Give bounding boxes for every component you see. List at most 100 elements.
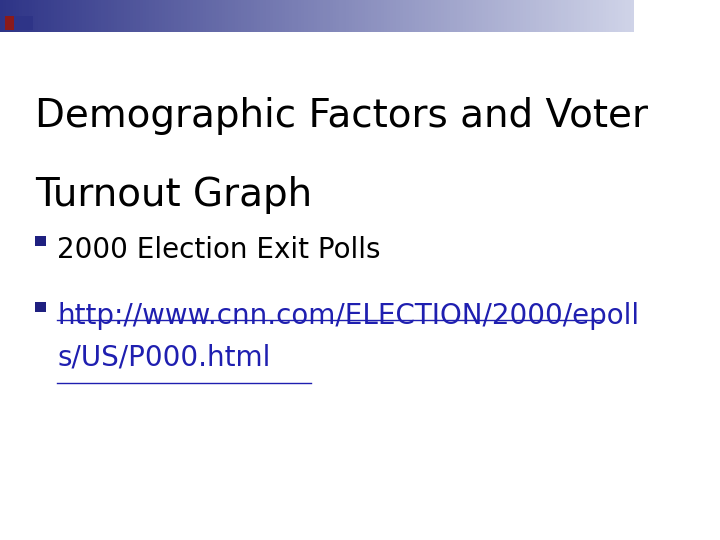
Bar bbox=[320, 0, 324, 32]
Bar bbox=[467, 0, 470, 32]
Bar bbox=[520, 0, 524, 32]
Bar bbox=[76, 0, 80, 32]
Bar bbox=[339, 0, 343, 32]
Bar bbox=[29, 0, 32, 32]
Bar bbox=[57, 0, 61, 32]
Bar bbox=[48, 0, 51, 32]
Bar bbox=[305, 0, 308, 32]
Bar bbox=[564, 0, 568, 32]
Bar bbox=[434, 0, 438, 32]
Bar bbox=[19, 0, 23, 32]
Bar bbox=[479, 0, 482, 32]
Bar bbox=[631, 0, 635, 32]
Bar bbox=[14, 16, 33, 30]
Bar bbox=[279, 0, 283, 32]
Bar bbox=[530, 0, 534, 32]
Bar bbox=[79, 0, 83, 32]
Bar bbox=[346, 0, 349, 32]
Bar bbox=[542, 0, 546, 32]
Bar bbox=[371, 0, 375, 32]
Bar bbox=[460, 0, 464, 32]
Bar bbox=[451, 0, 454, 32]
Bar bbox=[374, 0, 378, 32]
Bar bbox=[273, 0, 276, 32]
Bar bbox=[600, 0, 603, 32]
Bar bbox=[104, 0, 109, 32]
Bar bbox=[539, 0, 543, 32]
Bar bbox=[225, 0, 229, 32]
Bar bbox=[86, 0, 89, 32]
Bar bbox=[523, 0, 527, 32]
Bar bbox=[536, 0, 540, 32]
Bar bbox=[38, 0, 42, 32]
Bar bbox=[127, 0, 130, 32]
Bar bbox=[190, 0, 194, 32]
Bar bbox=[178, 0, 181, 32]
Bar bbox=[384, 0, 387, 32]
Bar bbox=[327, 0, 330, 32]
Bar bbox=[22, 0, 26, 32]
Bar bbox=[454, 0, 457, 32]
Bar bbox=[0, 0, 4, 32]
Bar bbox=[168, 0, 172, 32]
Bar bbox=[174, 0, 179, 32]
Bar bbox=[130, 0, 134, 32]
Bar bbox=[311, 0, 315, 32]
Bar bbox=[612, 0, 616, 32]
Bar bbox=[3, 0, 7, 32]
Bar bbox=[187, 0, 191, 32]
Bar bbox=[6, 0, 10, 32]
Bar bbox=[390, 0, 394, 32]
Bar bbox=[555, 0, 559, 32]
Bar bbox=[235, 0, 238, 32]
Bar bbox=[184, 0, 188, 32]
Bar bbox=[387, 0, 391, 32]
Bar bbox=[140, 0, 143, 32]
Bar bbox=[120, 0, 125, 32]
Bar bbox=[580, 0, 584, 32]
Bar bbox=[406, 0, 410, 32]
Bar bbox=[422, 0, 426, 32]
Bar bbox=[210, 0, 213, 32]
Bar bbox=[402, 0, 407, 32]
Bar bbox=[447, 0, 451, 32]
Bar bbox=[492, 0, 495, 32]
Bar bbox=[377, 0, 381, 32]
Bar bbox=[238, 0, 242, 32]
Bar bbox=[292, 0, 296, 32]
Bar bbox=[463, 0, 467, 32]
Bar bbox=[264, 0, 267, 32]
Bar bbox=[567, 0, 572, 32]
Bar bbox=[361, 0, 365, 32]
Bar bbox=[70, 0, 73, 32]
Text: 2000 Election Exit Polls: 2000 Election Exit Polls bbox=[57, 236, 381, 264]
Bar bbox=[393, 0, 397, 32]
Bar bbox=[108, 0, 112, 32]
Bar bbox=[587, 0, 590, 32]
Bar bbox=[618, 0, 622, 32]
Bar bbox=[508, 0, 511, 32]
Bar bbox=[498, 0, 502, 32]
Bar bbox=[514, 0, 518, 32]
Text: s/US/P000.html: s/US/P000.html bbox=[57, 344, 271, 372]
Bar bbox=[117, 0, 121, 32]
Bar bbox=[343, 0, 346, 32]
Bar bbox=[99, 0, 102, 32]
Bar bbox=[266, 0, 270, 32]
Bar bbox=[241, 0, 245, 32]
Bar bbox=[574, 0, 578, 32]
Bar bbox=[32, 0, 35, 32]
Bar bbox=[323, 0, 328, 32]
Bar bbox=[149, 0, 153, 32]
Bar bbox=[418, 0, 423, 32]
Bar bbox=[606, 0, 610, 32]
Bar bbox=[596, 0, 600, 32]
Bar bbox=[469, 0, 473, 32]
Bar bbox=[590, 0, 594, 32]
Bar bbox=[501, 0, 505, 32]
Bar bbox=[282, 0, 286, 32]
Bar bbox=[54, 0, 58, 32]
Bar bbox=[35, 0, 39, 32]
Bar bbox=[533, 0, 536, 32]
Bar bbox=[67, 0, 71, 32]
